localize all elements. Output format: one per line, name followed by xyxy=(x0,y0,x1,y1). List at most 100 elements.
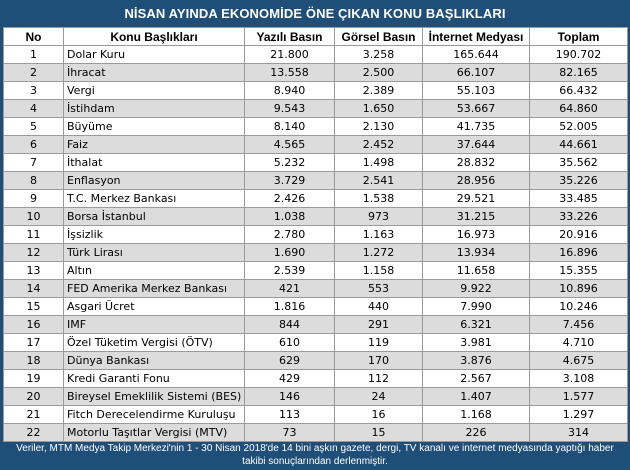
total-cell: 20.916 xyxy=(529,225,628,244)
topic-cell: FED Amerika Merkez Bankası xyxy=(63,279,245,298)
table-row: 9 T.C. Merkez Bankası 2.426 1.538 29.521 33.4… xyxy=(3,189,628,208)
no-cell: 8 xyxy=(3,171,64,190)
footnote: Veriler, MTM Medya Takip Merkezi'nin 1 -… xyxy=(16,443,614,467)
internet-cell: 11.658 xyxy=(422,261,530,280)
visual-cell: 112 xyxy=(334,369,423,388)
internet-cell: 165.644 xyxy=(422,45,530,64)
total-cell: 33.226 xyxy=(529,207,628,226)
header-row: No Konu Başlıkları Yazılı Basın Görsel B… xyxy=(3,27,628,46)
topic-cell: Büyüme xyxy=(63,117,245,136)
table-row: 18 Dünya Bankası 629 170 3.876 4.675 xyxy=(3,351,628,370)
table-row: 19 Kredi Garanti Fonu 429 112 2.567 3.108 xyxy=(3,369,628,388)
internet-cell: 29.521 xyxy=(422,189,530,208)
table-row: 8 Enflasyon 3.729 2.541 28.956 35.226 xyxy=(3,171,628,190)
print-cell: 1.690 xyxy=(244,243,335,262)
topic-cell: Motorlu Taşıtlar Vergisi (MTV) xyxy=(63,423,245,442)
visual-cell: 973 xyxy=(334,207,423,226)
table-row: 17 Özel Tüketim Vergisi (ÖTV) 610 119 3.981 4… xyxy=(3,333,628,352)
topic-cell: Altın xyxy=(63,261,245,280)
print-cell: 9.543 xyxy=(244,99,335,118)
col-header-visual: Görsel Basın xyxy=(334,27,423,46)
table-row: 20 Bireysel Emeklilik Sistemi (BES) 146 24 1… xyxy=(3,387,628,406)
table-row: 15 Asgari Ücret 1.816 440 7.990 10.246 xyxy=(3,297,628,316)
col-header-total: Toplam xyxy=(529,27,628,46)
total-cell: 35.562 xyxy=(529,153,628,172)
table-row: 6 Faiz 4.565 2.452 37.644 44.661 xyxy=(3,135,628,154)
print-cell: 146 xyxy=(244,387,335,406)
visual-cell: 119 xyxy=(334,333,423,352)
print-cell: 21.800 xyxy=(244,45,335,64)
table-row: 12 Türk Lirası 1.690 1.272 13.934 16.896 xyxy=(3,243,628,262)
internet-cell: 1.407 xyxy=(422,387,530,406)
internet-cell: 16.973 xyxy=(422,225,530,244)
total-cell: 15.355 xyxy=(529,261,628,280)
table-body: 1 Dolar Kuru 21.800 3.258 165.644 190.702 2 İhr… xyxy=(3,45,628,442)
topic-cell: Borsa İstanbul xyxy=(63,207,245,226)
table-row: 16 IMF 844 291 6.321 7.456 xyxy=(3,315,628,334)
topic-cell: Fitch Derecelendirme Kuruluşu xyxy=(63,405,245,424)
no-cell: 5 xyxy=(3,117,64,136)
no-cell: 11 xyxy=(3,225,64,244)
table-row: 4 İstihdam 9.543 1.650 53.667 64.860 xyxy=(3,99,628,118)
visual-cell: 2.500 xyxy=(334,63,423,82)
topic-cell: İşsizlik xyxy=(63,225,245,244)
table-row: 13 Altın 2.539 1.158 11.658 15.355 xyxy=(3,261,628,280)
visual-cell: 15 xyxy=(334,423,423,442)
print-cell: 629 xyxy=(244,351,335,370)
table-row: 2 İhracat 13.558 2.500 66.107 82.165 xyxy=(3,63,628,82)
topic-cell: Faiz xyxy=(63,135,245,154)
print-cell: 8.140 xyxy=(244,117,335,136)
no-cell: 14 xyxy=(3,279,64,298)
internet-cell: 28.956 xyxy=(422,171,530,190)
topic-cell: Vergi xyxy=(63,81,245,100)
total-cell: 1.297 xyxy=(529,405,628,424)
no-cell: 21 xyxy=(3,405,64,424)
no-cell: 9 xyxy=(3,189,64,208)
internet-cell: 9.922 xyxy=(422,279,530,298)
visual-cell: 1.272 xyxy=(334,243,423,262)
no-cell: 12 xyxy=(3,243,64,262)
total-cell: 3.108 xyxy=(529,369,628,388)
topic-cell: Enflasyon xyxy=(63,171,245,190)
no-cell: 1 xyxy=(3,45,64,64)
table-row: 5 Büyüme 8.140 2.130 41.735 52.005 xyxy=(3,117,628,136)
print-cell: 421 xyxy=(244,279,335,298)
topic-cell: İhracat xyxy=(63,63,245,82)
table-row: 1 Dolar Kuru 21.800 3.258 165.644 190.702 xyxy=(3,45,628,64)
internet-cell: 3.876 xyxy=(422,351,530,370)
topics-table: No Konu Başlıkları Yazılı Basın Görsel B… xyxy=(3,27,628,442)
print-cell: 429 xyxy=(244,369,335,388)
visual-cell: 1.538 xyxy=(334,189,423,208)
table-row: 3 Vergi 8.940 2.389 55.103 66.432 xyxy=(3,81,628,100)
total-cell: 10.896 xyxy=(529,279,628,298)
no-cell: 13 xyxy=(3,261,64,280)
total-cell: 66.432 xyxy=(529,81,628,100)
internet-cell: 53.667 xyxy=(422,99,530,118)
topic-cell: Kredi Garanti Fonu xyxy=(63,369,245,388)
print-cell: 3.729 xyxy=(244,171,335,190)
print-cell: 1.038 xyxy=(244,207,335,226)
topic-cell: Türk Lirası xyxy=(63,243,245,262)
topic-cell: İstihdam xyxy=(63,99,245,118)
col-header-print: Yazılı Basın xyxy=(244,27,335,46)
print-cell: 610 xyxy=(244,333,335,352)
visual-cell: 170 xyxy=(334,351,423,370)
no-cell: 4 xyxy=(3,99,64,118)
page-title: NİSAN AYINDA EKONOMİDE ÖNE ÇIKAN KONU BA… xyxy=(124,6,506,21)
internet-cell: 55.103 xyxy=(422,81,530,100)
print-cell: 5.232 xyxy=(244,153,335,172)
total-cell: 7.456 xyxy=(529,315,628,334)
no-cell: 15 xyxy=(3,297,64,316)
total-cell: 10.246 xyxy=(529,297,628,316)
visual-cell: 2.541 xyxy=(334,171,423,190)
col-header-internet: İnternet Medyası xyxy=(422,27,530,46)
col-header-no: No xyxy=(3,27,64,46)
total-cell: 52.005 xyxy=(529,117,628,136)
table-row: 11 İşsizlik 2.780 1.163 16.973 20.916 xyxy=(3,225,628,244)
internet-cell: 7.990 xyxy=(422,297,530,316)
topic-cell: Dünya Bankası xyxy=(63,351,245,370)
total-cell: 314 xyxy=(529,423,628,442)
no-cell: 10 xyxy=(3,207,64,226)
internet-cell: 13.934 xyxy=(422,243,530,262)
